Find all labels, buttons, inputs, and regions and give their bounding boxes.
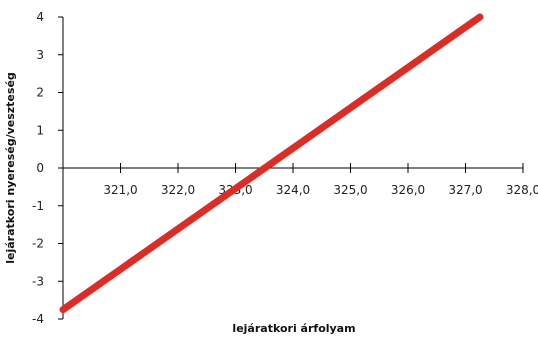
y-tick-label: -1	[32, 199, 44, 213]
y-tick-label: -2	[32, 237, 44, 251]
y-axis-title: lejáratkori nyereség/veszteség	[4, 72, 17, 264]
y-tick-label: 4	[36, 10, 44, 24]
x-tick-label: 324,0	[276, 183, 310, 197]
x-tick-label: 322,0	[161, 183, 195, 197]
y-ticks: 4 3 2 1 0 -1 -2 -3 -4	[32, 10, 63, 326]
y-tick-label: 2	[36, 86, 44, 100]
y-tick-label: -3	[32, 274, 44, 288]
y-tick-label: -4	[32, 312, 44, 326]
y-tick-label: 0	[36, 161, 44, 175]
x-tick-label: 326,0	[391, 183, 425, 197]
y-tick-label: 1	[36, 123, 44, 137]
x-tick-label: 327,0	[448, 183, 482, 197]
x-tick-label: 328,0	[506, 183, 538, 197]
x-axis-title: lejáratkori árfolyam	[232, 322, 355, 335]
y-tick-label: 3	[36, 48, 44, 62]
x-tick-label: 325,0	[333, 183, 367, 197]
series-layer	[59, 13, 484, 314]
x-tick-label: 321,0	[103, 183, 137, 197]
payoff-line	[59, 13, 484, 314]
